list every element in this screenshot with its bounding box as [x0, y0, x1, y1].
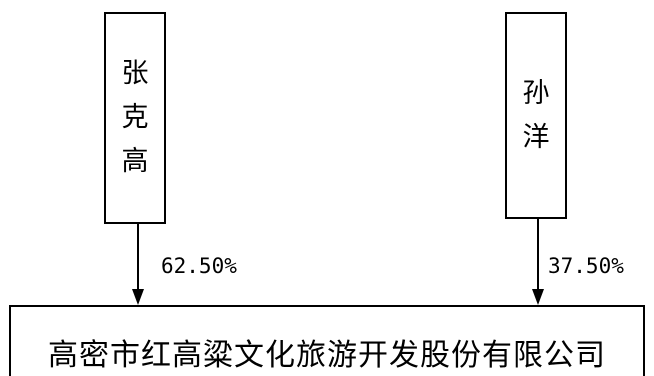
shareholder-box-sun-yang: 孙 洋 [505, 12, 567, 219]
company-box: 高密市红高粱文化旅游开发股份有限公司 [9, 305, 645, 376]
shareholder-name-char: 张 [121, 58, 149, 89]
shareholder-name-char: 孙 [522, 77, 550, 109]
shareholder-box-zhang-kegao: 张 克 高 [104, 12, 166, 224]
shareholder-name-char: 高 [121, 146, 149, 177]
arrowhead-zhang-kegao [132, 289, 144, 305]
share-percentage-sun-yang: 37.50% [548, 254, 624, 278]
share-percentage-zhang-kegao: 62.50% [161, 254, 237, 278]
shareholder-name-char: 洋 [522, 121, 550, 153]
arrowhead-sun-yang [532, 289, 544, 305]
company-name: 高密市红高粱文化旅游开发股份有限公司 [48, 338, 606, 373]
shareholder-name-char: 克 [121, 102, 149, 133]
